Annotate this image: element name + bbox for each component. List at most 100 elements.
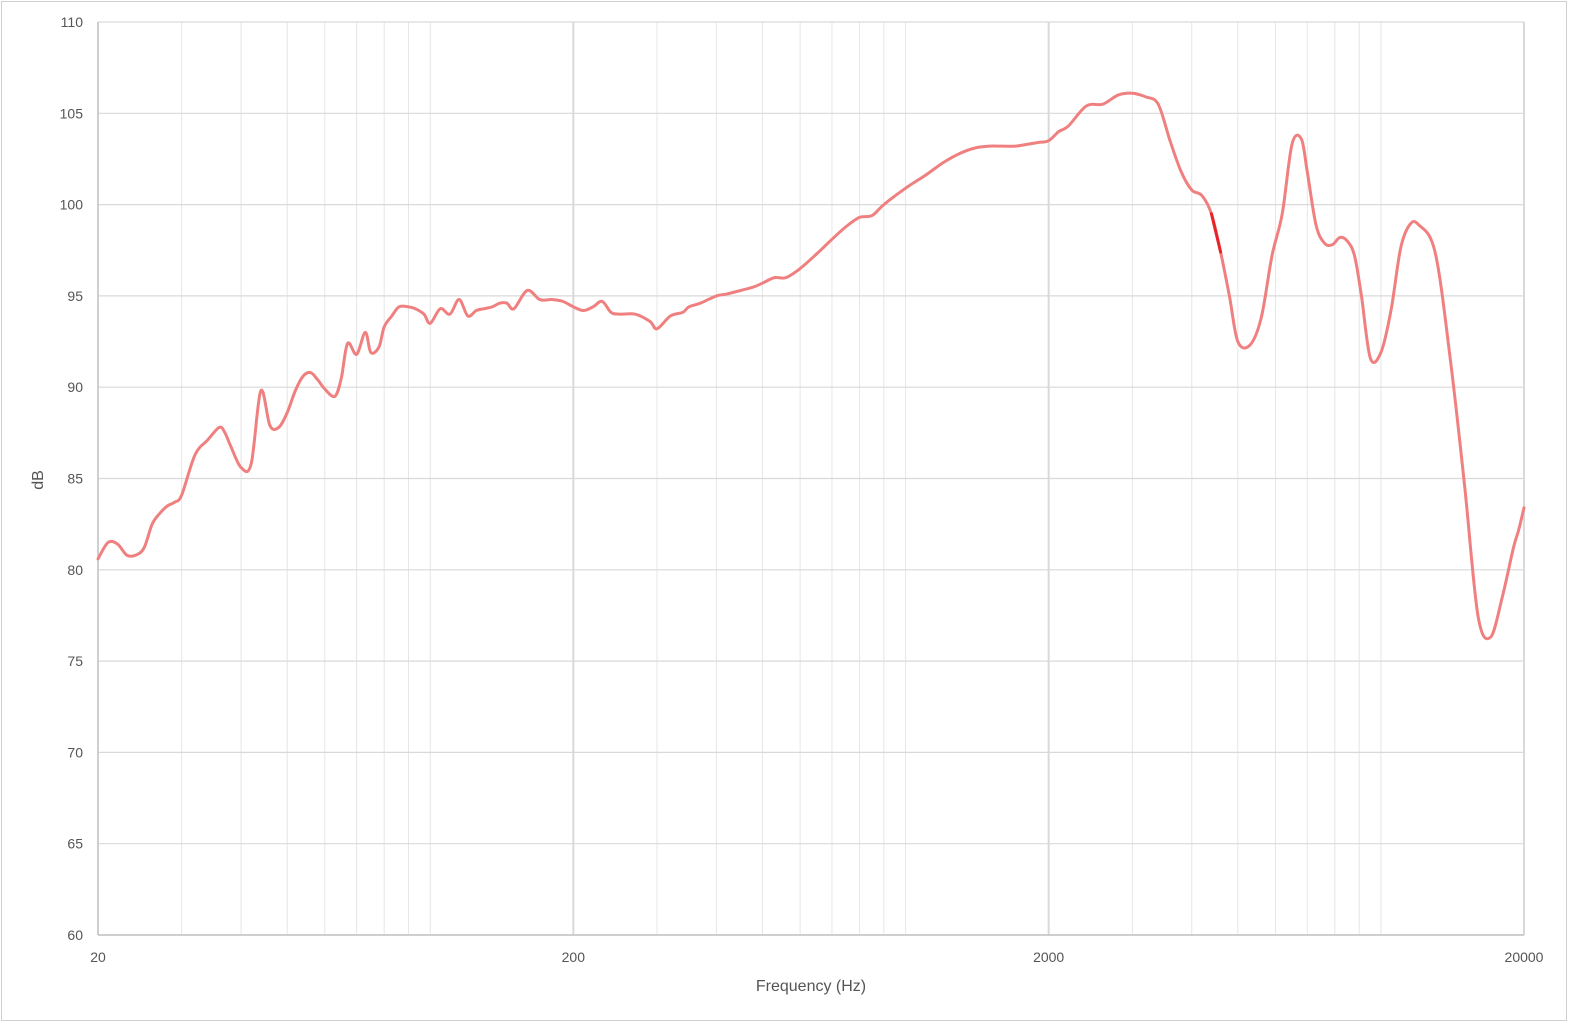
data-point	[1434, 251, 1436, 253]
response-line-highlight	[1209, 212, 1223, 254]
data-point	[1380, 351, 1382, 353]
data-point	[761, 282, 763, 284]
data-point	[1237, 340, 1239, 342]
data-point	[649, 320, 651, 322]
x-tick-label: 20	[90, 949, 106, 965]
data-point	[499, 302, 501, 304]
data-point	[143, 547, 145, 549]
data-point	[988, 145, 990, 147]
data-point	[858, 216, 860, 218]
data-point	[904, 187, 906, 189]
y-tick-label: 95	[67, 288, 83, 304]
data-point	[391, 315, 393, 317]
data-point	[302, 375, 304, 377]
y-axis-title: dB	[30, 470, 47, 490]
data-point	[1501, 596, 1503, 598]
data-point	[334, 395, 336, 397]
data-point	[740, 289, 742, 291]
series-layer	[96, 91, 1526, 641]
data-point	[278, 426, 280, 428]
data-point	[1281, 213, 1283, 215]
y-tick-label: 110	[61, 14, 84, 30]
data-point	[429, 322, 431, 324]
data-point	[181, 494, 183, 496]
data-point	[174, 501, 176, 503]
data-point	[194, 454, 196, 456]
data-point	[682, 311, 684, 313]
data-point	[1399, 247, 1401, 249]
data-point	[550, 298, 552, 300]
data-point	[1360, 295, 1362, 297]
data-point	[1117, 94, 1119, 96]
data-point	[688, 306, 690, 308]
data-point	[1346, 240, 1348, 242]
data-point	[1339, 236, 1341, 238]
data-point	[407, 306, 409, 308]
data-point	[1191, 189, 1193, 191]
data-point	[815, 253, 817, 255]
data-point	[1201, 194, 1203, 196]
y-tick-label: 100	[60, 197, 84, 213]
data-point	[610, 311, 612, 313]
data-point	[1353, 255, 1355, 257]
data-point	[1001, 145, 1003, 147]
data-point	[224, 432, 226, 434]
data-point	[1300, 138, 1302, 140]
data-point	[269, 424, 271, 426]
data-point	[1058, 130, 1060, 132]
data-point	[1390, 309, 1392, 311]
data-point	[1067, 125, 1069, 127]
data-point	[260, 390, 262, 392]
data-point	[370, 351, 372, 353]
data-point	[715, 295, 717, 297]
data-point	[1323, 242, 1325, 244]
x-axis-title: Frequency (Hz)	[756, 978, 866, 995]
data-point	[1331, 244, 1333, 246]
x-tick-labels: 20 200 2000 20000	[90, 949, 1543, 965]
data-point	[364, 331, 366, 333]
data-point	[1157, 103, 1159, 105]
data-point	[785, 276, 787, 278]
data-point	[240, 466, 242, 468]
data-point	[883, 203, 885, 205]
data-point	[218, 426, 220, 428]
data-point	[656, 328, 658, 330]
data-point	[309, 371, 311, 373]
major-gridlines	[98, 21, 1525, 935]
data-point	[107, 541, 109, 543]
data-point	[699, 302, 701, 304]
data-point	[1463, 485, 1465, 487]
data-point	[483, 307, 485, 309]
data-point	[491, 306, 493, 308]
y-tick-label: 65	[67, 836, 83, 852]
data-point	[317, 379, 319, 381]
data-point	[414, 307, 416, 309]
plot-axes	[97, 22, 1524, 936]
data-point	[572, 306, 574, 308]
data-point	[439, 307, 441, 309]
x-tick-label: 200	[562, 949, 586, 965]
data-point	[229, 444, 231, 446]
data-point	[449, 313, 451, 315]
data-point	[134, 554, 136, 556]
data-point	[1249, 344, 1251, 346]
data-point	[871, 214, 873, 216]
data-point	[340, 377, 342, 379]
data-point	[1409, 223, 1411, 225]
data-point	[799, 267, 801, 269]
data-point	[159, 512, 161, 514]
y-tick-label: 80	[67, 562, 83, 578]
data-point	[1291, 143, 1293, 145]
data-point	[286, 412, 288, 414]
data-point	[618, 313, 620, 315]
data-point	[1489, 636, 1491, 638]
data-point	[378, 346, 380, 348]
data-point	[1180, 171, 1182, 173]
data-point	[1014, 145, 1016, 147]
y-tick-label: 70	[67, 744, 83, 760]
data-point	[1518, 528, 1520, 530]
data-point	[634, 313, 636, 315]
data-point	[845, 225, 847, 227]
data-point	[1144, 96, 1146, 98]
data-point	[601, 300, 603, 302]
